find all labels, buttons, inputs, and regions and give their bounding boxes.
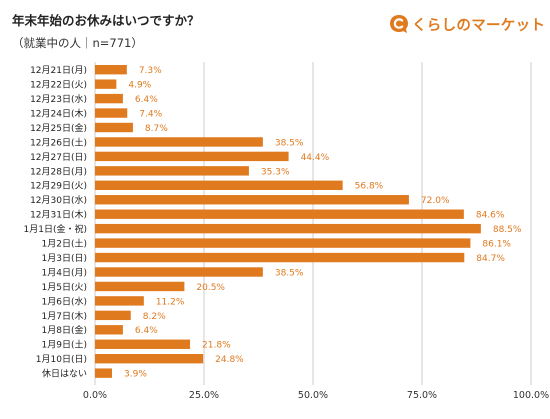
category-label: 12月29日(火) <box>30 181 87 192</box>
category-labels: 12月21日(月) 12月22日(火) 12月23日(水) 12月24日(木) 12月2… <box>24 65 87 379</box>
speech-bubble-c-logo-icon <box>390 15 408 33</box>
brand-logo: くらしのマーケット <box>388 13 545 35</box>
category-label: 1月6日(水) <box>42 295 87 307</box>
chart-subtitle: （就業中の人｜n=771） <box>12 36 143 50</box>
category-label: 1月8日(金) <box>42 324 87 336</box>
bar <box>95 310 131 321</box>
chart-title: 年末年始のお休みはいつですか？ <box>12 13 200 28</box>
value-label: 88.5% <box>493 225 522 235</box>
bar <box>95 238 471 248</box>
x-tick-label: 75.0% <box>407 390 437 401</box>
bar <box>95 122 133 133</box>
bar <box>95 252 465 263</box>
bar <box>95 180 343 190</box>
value-label: 86.1% <box>482 240 511 250</box>
bar <box>95 368 113 378</box>
category-label: 12月30日(水) <box>30 194 87 206</box>
x-tick-labels: 0.0% 25.0% 50.0% 75.0% 100.0% <box>83 390 549 401</box>
category-label: 12月26日(土) <box>30 136 87 148</box>
value-label: 3.9% <box>124 370 147 380</box>
bar <box>95 339 191 349</box>
value-label: 7.3% <box>139 66 162 76</box>
value-label: 4.9% <box>128 81 151 91</box>
category-label: 1月4日(月) <box>42 267 87 278</box>
category-label: 12月24日(木) <box>30 107 87 119</box>
category-label: 12月25日(金) <box>30 122 87 134</box>
category-label: 1月10日(日) <box>36 354 87 365</box>
value-label: 44.4% <box>301 153 330 163</box>
value-labels: 7.3% 4.9% 6.4% 7.4% 8.7% 38.5% 44.4% 35.3% 56.8%… <box>124 66 522 379</box>
x-tick-label: 100.0% <box>513 390 549 401</box>
value-label: 7.4% <box>139 109 162 119</box>
value-label: 56.8% <box>355 182 384 192</box>
bar <box>95 325 123 335</box>
bar <box>95 108 128 118</box>
category-label: 12月31日(木) <box>30 209 87 221</box>
bar <box>95 281 185 292</box>
category-label: 休日はない <box>42 368 87 380</box>
bar <box>95 354 204 364</box>
category-label: 1月9日(土) <box>42 339 87 351</box>
bar <box>95 151 289 162</box>
bar <box>95 65 127 75</box>
value-label: 24.8% <box>215 355 244 365</box>
value-label: 35.3% <box>261 167 290 177</box>
value-label: 84.7% <box>476 254 505 264</box>
bar <box>95 137 263 147</box>
category-label: 1月3日(日) <box>42 253 87 264</box>
value-label: 21.8% <box>202 341 231 351</box>
bar <box>95 195 409 205</box>
category-label: 12月21日(月) <box>30 65 87 76</box>
category-label: 1月1日(金・祝) <box>24 223 87 235</box>
category-label: 1月7日(木) <box>42 310 87 322</box>
bar <box>95 223 481 234</box>
bar <box>95 93 123 104</box>
category-label: 12月28日(月) <box>30 166 87 177</box>
bars <box>95 65 481 378</box>
value-label: 8.2% <box>143 312 166 322</box>
x-tick-label: 25.0% <box>189 390 219 401</box>
brand-name: くらしのマーケット <box>412 17 546 34</box>
bar <box>95 79 117 89</box>
value-label: 6.4% <box>135 326 158 336</box>
value-label: 8.7% <box>145 124 168 134</box>
x-tick-label: 0.0% <box>83 390 107 401</box>
value-label: 84.6% <box>476 211 505 221</box>
category-label: 12月23日(水) <box>30 93 87 105</box>
bar <box>95 209 464 219</box>
category-label: 1月2日(土) <box>42 238 87 250</box>
category-label: 1月5日(火) <box>42 282 87 293</box>
bar <box>95 166 249 176</box>
category-label: 12月22日(火) <box>30 80 87 91</box>
value-label: 20.5% <box>196 283 225 293</box>
bar <box>95 267 263 277</box>
x-tick-label: 50.0% <box>298 390 328 401</box>
value-label: 72.0% <box>421 196 450 206</box>
value-label: 38.5% <box>275 268 304 278</box>
bar <box>95 296 144 306</box>
value-label: 6.4% <box>135 95 158 105</box>
value-label: 38.5% <box>275 138 304 148</box>
value-label: 11.2% <box>156 297 185 307</box>
category-label: 12月27日(日) <box>30 152 87 163</box>
